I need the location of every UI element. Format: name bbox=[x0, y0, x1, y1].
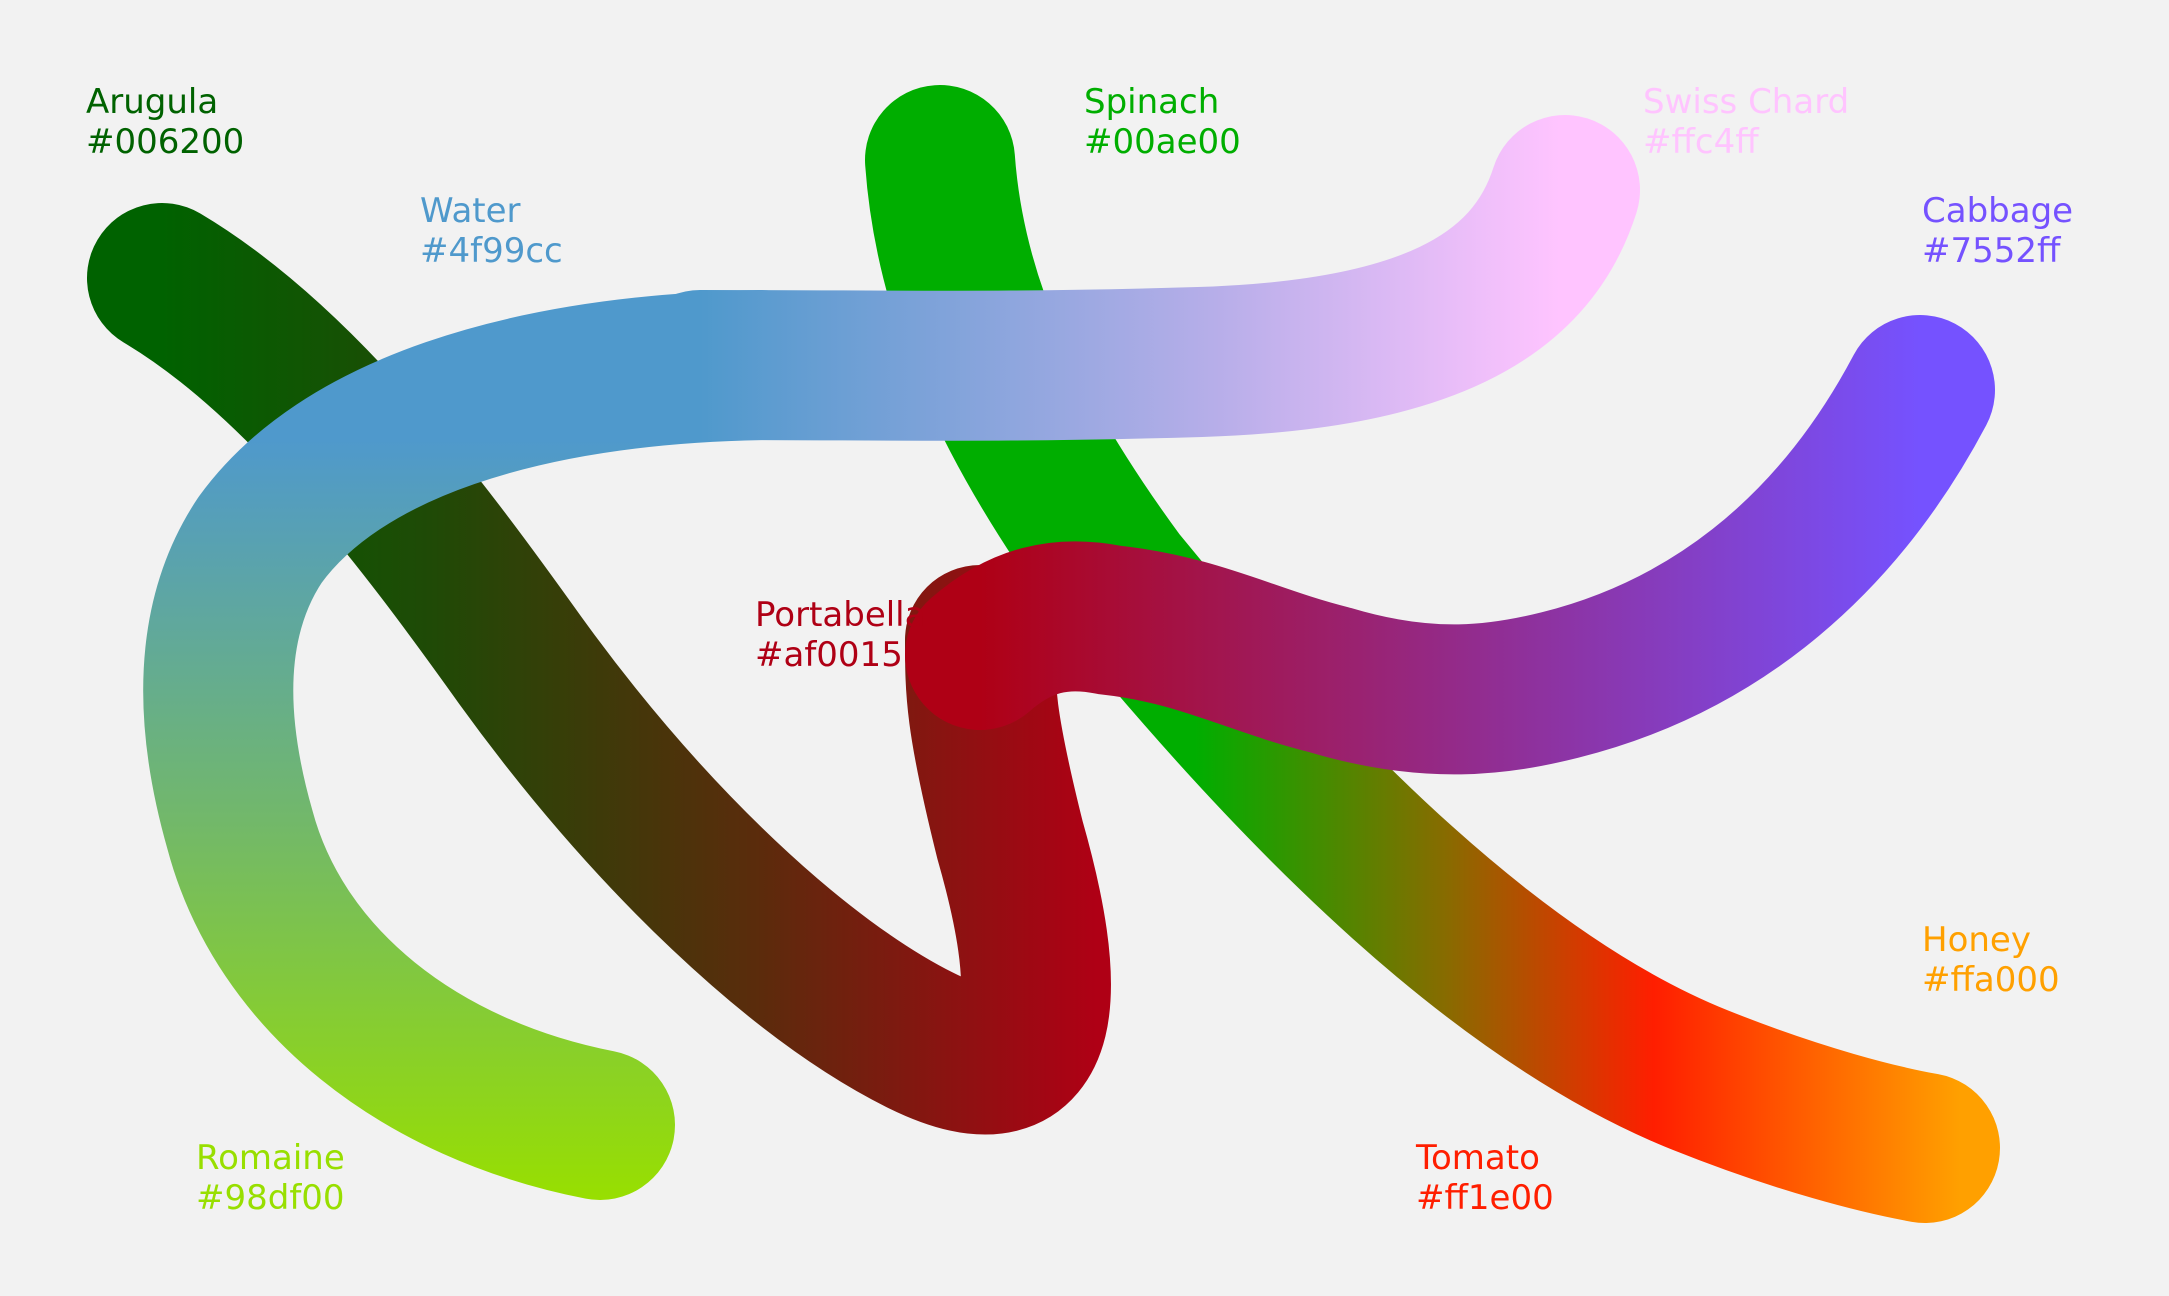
swatch-hex: #00ae00 bbox=[1084, 122, 1241, 162]
swatch-name: Honey bbox=[1922, 920, 2031, 960]
swatch-label-romaine: Romaine #98df00 bbox=[196, 1138, 345, 1218]
swatch-hex: #ff1e00 bbox=[1416, 1178, 1554, 1218]
swatch-hex: #ffa000 bbox=[1922, 960, 2060, 1000]
swatch-name: Cabbage bbox=[1922, 191, 2074, 231]
swatch-label-honey: Honey #ffa000 bbox=[1922, 920, 2060, 1000]
swatch-label-spinach: Spinach #00ae00 bbox=[1084, 82, 1241, 162]
swatch-hex: #98df00 bbox=[196, 1178, 345, 1218]
swatch-label-arugula: Arugula #006200 bbox=[86, 82, 244, 162]
swatch-name: Water bbox=[420, 191, 521, 231]
swatch-name: Romaine bbox=[196, 1138, 345, 1178]
swatch-hex: #7552ff bbox=[1922, 231, 2061, 271]
swatch-name: Spinach bbox=[1084, 82, 1220, 122]
swatch-name: Tomato bbox=[1416, 1138, 1540, 1178]
romaine-stroke bbox=[143, 290, 835, 1200]
swatch-label-swiss-chard: Swiss Chard #ffc4ff bbox=[1643, 82, 1849, 162]
swatch-name: Portabella bbox=[755, 595, 926, 635]
swatch-label-portabella: Portabella #af0015 bbox=[755, 595, 925, 675]
swatch-hex: #4f99cc bbox=[420, 231, 563, 271]
portabella-stroke bbox=[905, 315, 1995, 775]
swatch-label-water: Water #4f99cc bbox=[420, 191, 563, 271]
swatch-hex: #af0015 bbox=[755, 635, 903, 675]
swatch-label-tomato: Tomato #ff1e00 bbox=[1416, 1138, 1554, 1218]
swatch-name: Arugula bbox=[86, 82, 219, 122]
water-stroke bbox=[625, 115, 1640, 441]
swatch-hex: #006200 bbox=[86, 122, 245, 162]
swatch-hex: #ffc4ff bbox=[1643, 122, 1759, 162]
swatch-label-cabbage: Cabbage #7552ff bbox=[1922, 191, 2073, 271]
swatch-name: Swiss Chard bbox=[1643, 82, 1850, 122]
